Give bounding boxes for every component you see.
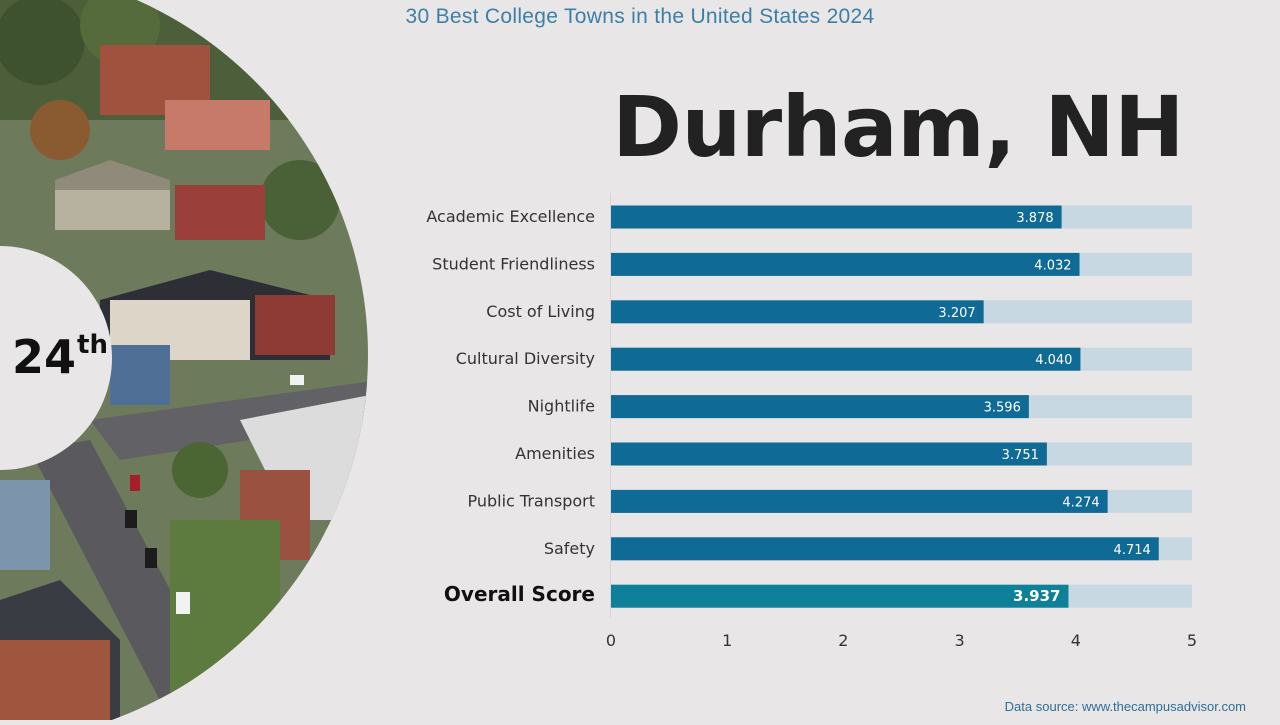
bar-value-label: 4.714 [1114, 543, 1151, 558]
x-tick-label: 4 [1071, 631, 1081, 650]
town-aerial-photo [0, 0, 380, 720]
score-bar [611, 347, 1081, 371]
bar-value-label: 4.040 [1035, 353, 1072, 368]
x-tick-label: 1 [722, 631, 732, 650]
bar-value-label: 3.878 [1016, 211, 1053, 226]
category-label: Public Transport [467, 491, 595, 510]
rank-badge-circle [0, 246, 112, 470]
score-bar [611, 252, 1080, 276]
x-tick-label: 0 [606, 631, 616, 650]
bar-value-label: 3.751 [1002, 448, 1039, 463]
x-tick-label: 5 [1187, 631, 1197, 650]
score-bar [611, 537, 1159, 561]
bar-value-label: 3.207 [938, 306, 975, 321]
x-tick-label: 2 [838, 631, 848, 650]
page-title: 30 Best College Towns in the United Stat… [405, 5, 875, 28]
bar-value-label: 3.596 [984, 401, 1021, 416]
data-source-note: Data source: www.thecampusadvisor.com [1004, 699, 1246, 714]
category-label: Nightlife [528, 397, 595, 416]
score-bar [611, 442, 1047, 466]
bar-value-label: 4.032 [1034, 258, 1071, 273]
score-bar [611, 489, 1108, 513]
rank-badge: 24th [12, 330, 108, 384]
category-label: Cultural Diversity [456, 349, 595, 368]
bar-value-label: 4.274 [1062, 495, 1099, 510]
category-label: Cost of Living [486, 302, 595, 321]
score-bar [611, 395, 1029, 419]
category-label: Student Friendliness [432, 254, 595, 273]
town-name-heading: Durham, NH [612, 78, 1184, 176]
bar-value-label: 3.937 [1013, 587, 1060, 605]
score-bar [611, 300, 984, 324]
category-label: Amenities [515, 444, 595, 463]
rank-suffix: th [77, 330, 108, 360]
rank-number: 24 [12, 330, 77, 384]
aerial-photo-illustration [0, 0, 368, 720]
category-label: Academic Excellence [426, 207, 595, 226]
overall-score-bar [611, 584, 1069, 608]
score-bar [611, 205, 1062, 229]
x-tick-label: 3 [955, 631, 965, 650]
category-label: Safety [544, 539, 595, 558]
overall-score-label: Overall Score [444, 582, 595, 606]
